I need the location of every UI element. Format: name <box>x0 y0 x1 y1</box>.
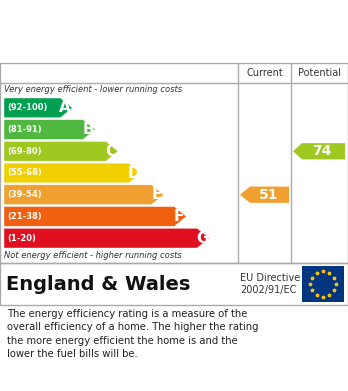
Polygon shape <box>240 187 289 203</box>
Text: A: A <box>59 100 71 115</box>
Text: Very energy efficient - lower running costs: Very energy efficient - lower running co… <box>4 86 182 95</box>
Text: Energy Efficiency Rating: Energy Efficiency Rating <box>60 40 288 58</box>
Text: The energy efficiency rating is a measure of the
overall efficiency of a home. T: The energy efficiency rating is a measur… <box>7 309 259 359</box>
Text: E: E <box>151 187 161 202</box>
Polygon shape <box>4 163 141 183</box>
Bar <box>302 266 344 302</box>
Polygon shape <box>4 228 209 248</box>
Text: (81-91): (81-91) <box>7 125 42 134</box>
Text: Not energy efficient - higher running costs: Not energy efficient - higher running co… <box>4 251 182 260</box>
Text: (69-80): (69-80) <box>7 147 41 156</box>
Text: (21-38): (21-38) <box>7 212 42 221</box>
Text: B: B <box>82 122 94 137</box>
Text: 51: 51 <box>259 188 278 202</box>
Text: EU Directive
2002/91/EC: EU Directive 2002/91/EC <box>240 273 300 295</box>
Text: D: D <box>127 165 140 181</box>
Polygon shape <box>4 185 164 204</box>
Polygon shape <box>4 120 95 140</box>
Text: (39-54): (39-54) <box>7 190 42 199</box>
Text: (92-100): (92-100) <box>7 103 47 112</box>
Text: 74: 74 <box>312 144 332 158</box>
Text: F: F <box>174 209 184 224</box>
Polygon shape <box>4 98 72 118</box>
Text: Current: Current <box>246 68 283 78</box>
Polygon shape <box>293 143 345 160</box>
Text: Potential: Potential <box>298 68 341 78</box>
Text: England & Wales: England & Wales <box>6 274 190 294</box>
Text: (1-20): (1-20) <box>7 234 36 243</box>
Polygon shape <box>4 206 187 226</box>
Polygon shape <box>4 142 118 161</box>
Text: (55-68): (55-68) <box>7 169 42 178</box>
Text: G: G <box>196 231 208 246</box>
Text: C: C <box>105 144 116 159</box>
